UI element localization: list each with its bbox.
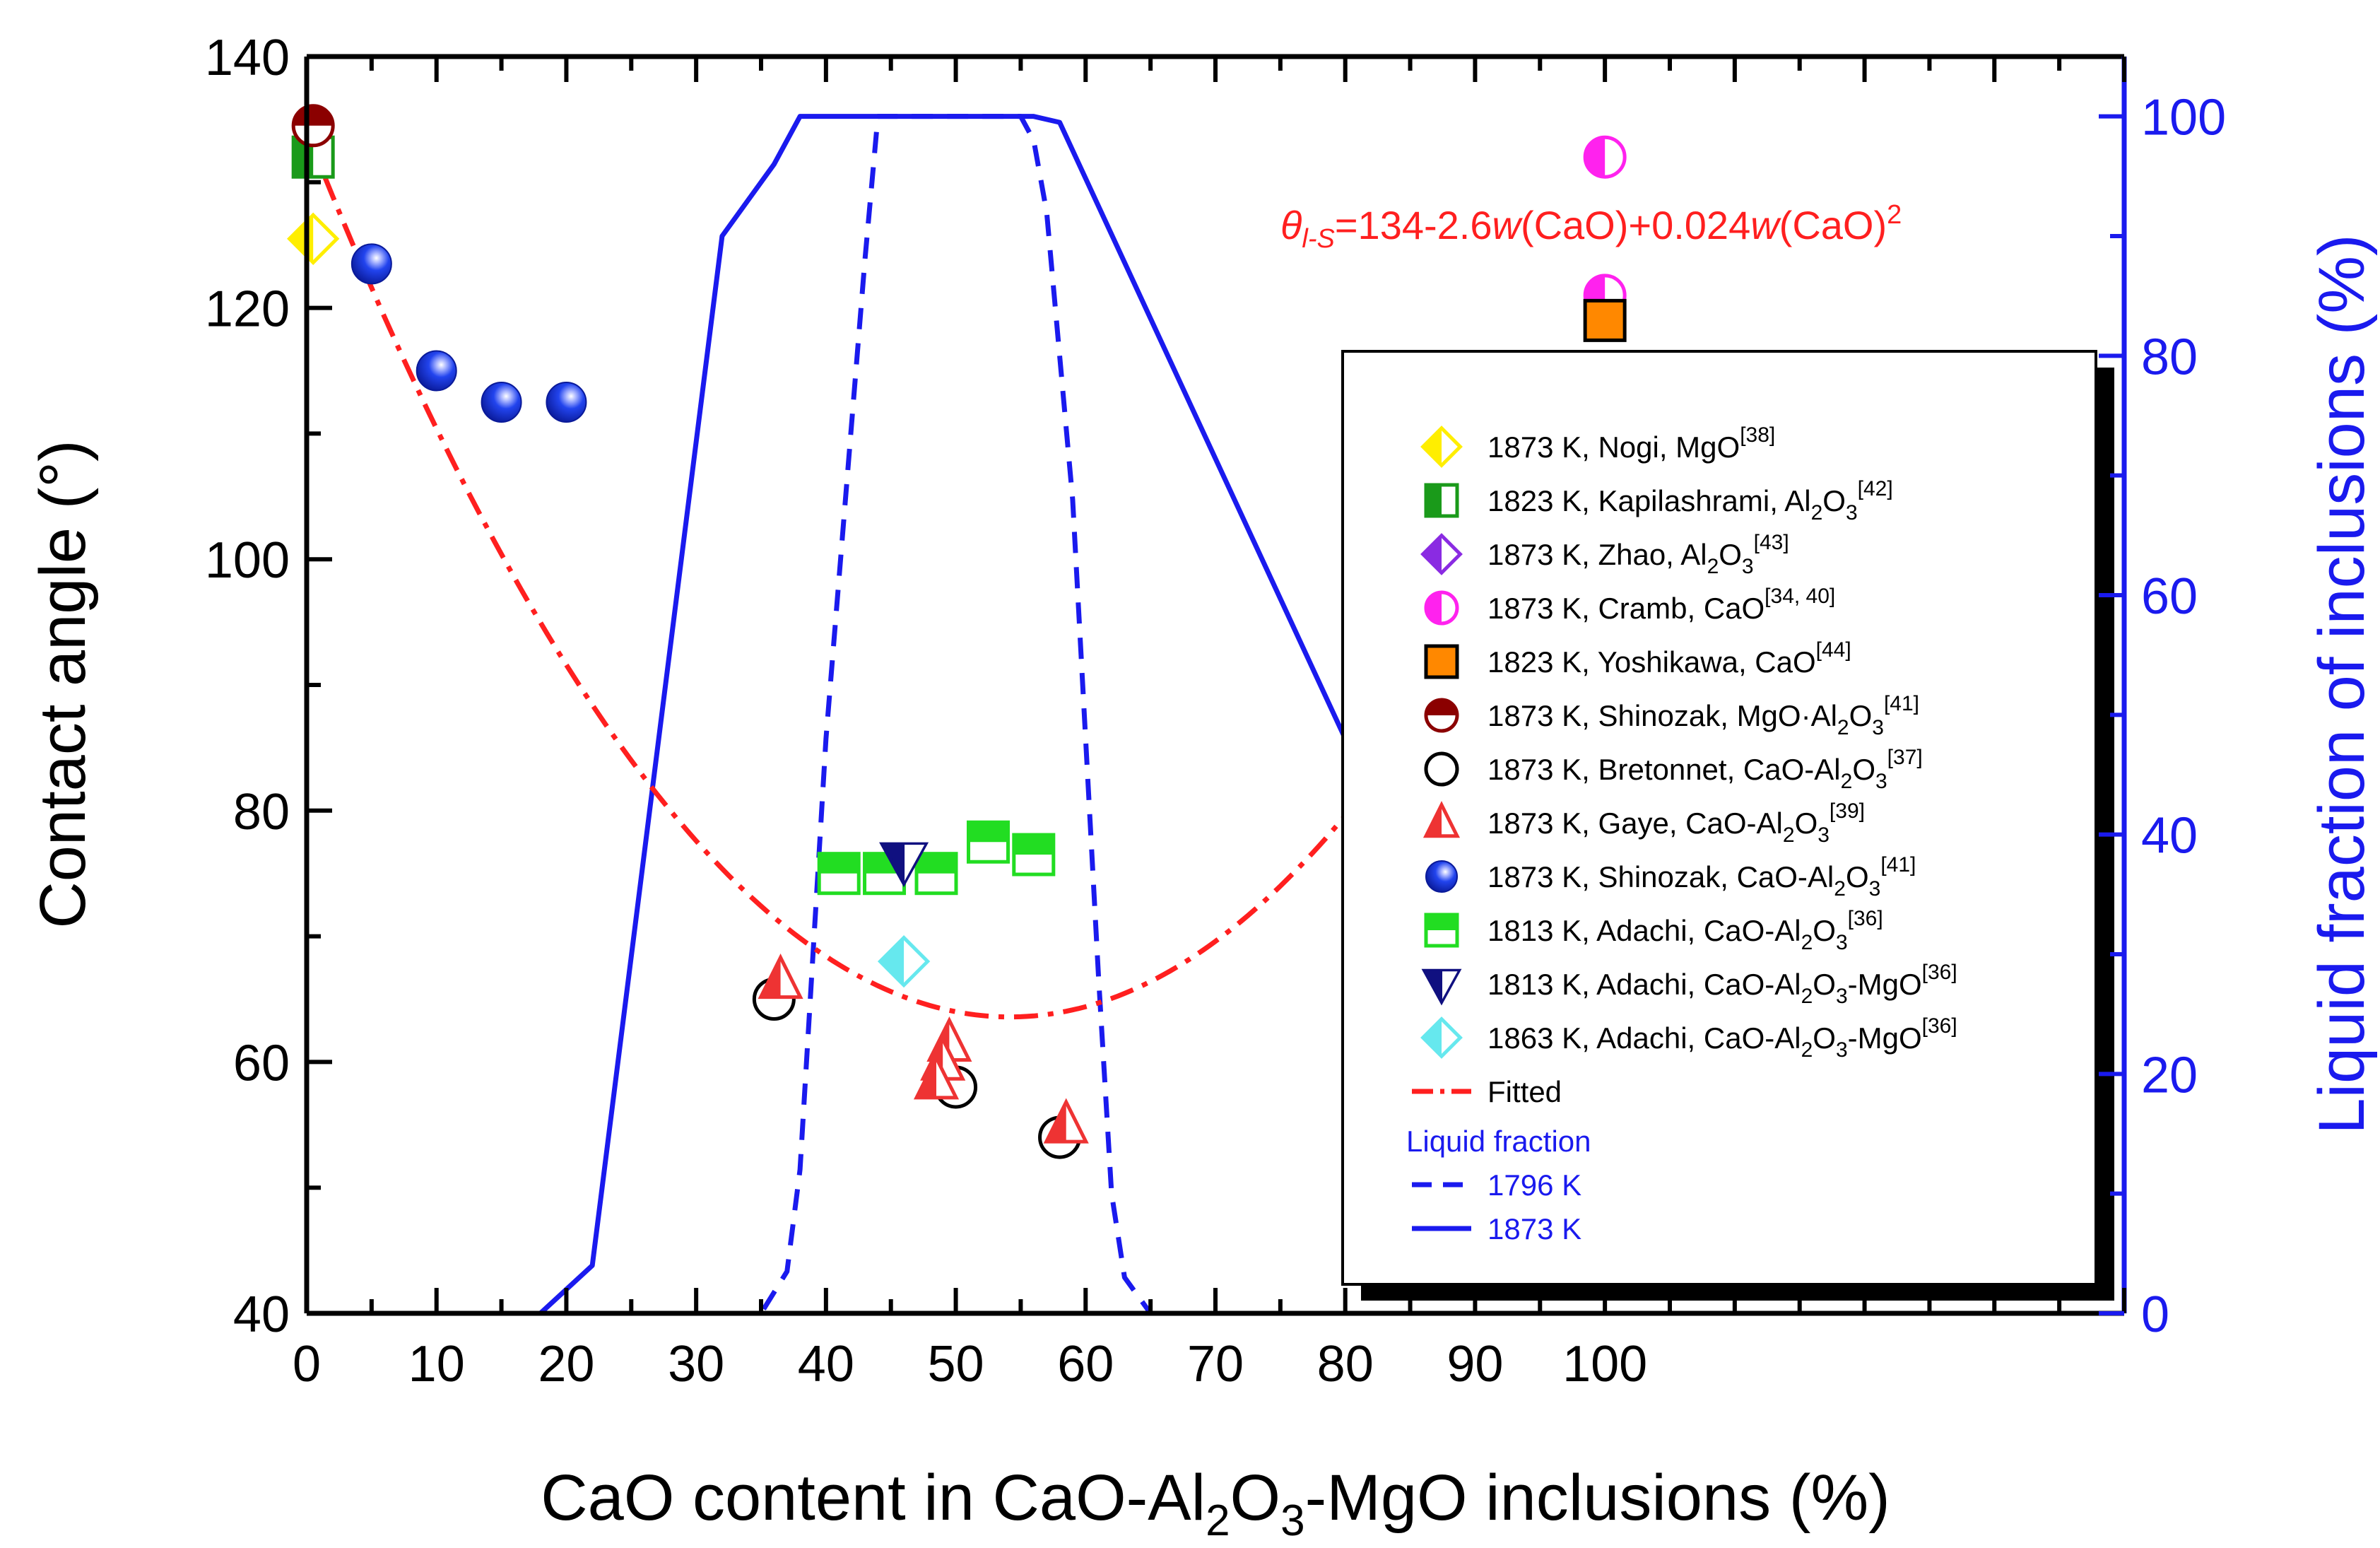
legend-marker-4 [1424,644,1459,679]
legend-marker-5 [1424,698,1459,733]
legend-label-10: 1813 K, Adachi, CaO-Al2O3-MgO[36] [1488,961,1957,1008]
legend-marker-9 [1424,913,1459,948]
y-axis-right-label: Liquid fraction of inclusions (%) [2306,234,2378,1134]
data-point-0-0 [287,212,340,265]
data-point-9-3 [967,820,1010,864]
legend-label-0: 1873 K, Nogi, MgO[38] [1488,423,1775,464]
legend-marker-11 [1420,1016,1463,1059]
legend-label-8: 1873 K, Shinozak, CaO-Al2O3[41] [1488,853,1916,901]
data-point-8-0 [350,243,392,285]
legend-label-9: 1813 K, Adachi, CaO-Al2O3[36] [1488,907,1883,954]
legend-marker-10 [1421,968,1462,1006]
y-left-tick-label: 140 [205,30,290,86]
legend-fitted-label: Fitted [1488,1075,1562,1108]
liquid-fraction-curve-1796k [307,114,2124,1313]
y-right-tick-label: 60 [2141,568,2198,625]
legend-label-1: 1823 K, Kapilashrami, Al2O3[42] [1488,477,1893,524]
y-left-tick-label: 120 [205,281,290,338]
data-points-layer [287,104,1627,1159]
legend-marker-8 [1425,860,1458,893]
fitted-curve [307,131,1608,1020]
legend-label-4: 1823 K, Yoshikawa, CaO[44] [1488,638,1851,679]
x-tick-label: 40 [798,1336,854,1392]
legend-liquid-label-0: 1796 K [1488,1168,1581,1202]
legend-marker-3 [1424,590,1459,626]
data-point-9-0 [817,852,861,896]
legend-label-3: 1873 K, Cramb, CaO[34, 40] [1488,585,1835,625]
y-right-tick-label: 0 [2141,1286,2169,1343]
legend-liquid-title: Liquid fraction [1406,1125,1591,1158]
y-left-tick-label: 40 [233,1286,290,1343]
data-point-10-0 [879,842,929,888]
y-left-tick-label: 100 [205,532,290,589]
legend-marker-0 [1420,426,1463,468]
data-point-7-0 [758,954,803,999]
legend-label-11: 1863 K, Adachi, CaO-Al2O3-MgO[36] [1488,1014,1957,1062]
x-tick-label: 70 [1187,1336,1244,1392]
legend-marker-2 [1420,533,1463,575]
legend-marker-7 [1422,801,1461,838]
legend-label-2: 1873 K, Zhao, Al2O3[43] [1488,531,1789,578]
data-point-9-2 [914,852,958,896]
data-point-9-4 [1012,833,1056,876]
legend-label-7: 1873 K, Gaye, CaO-Al2O3[39] [1488,799,1865,847]
y-left-tick-label: 60 [233,1035,290,1091]
data-point-5-0 [291,104,335,148]
x-tick-label: 80 [1317,1336,1374,1392]
x-tick-label: 100 [1562,1336,1647,1392]
data-point-8-3 [546,381,587,423]
data-point-8-2 [481,381,522,423]
y-axis-left-label: Contact angle (°) [27,440,99,928]
legend-box [1341,350,2097,1286]
y-right-tick-label: 80 [2141,329,2198,385]
liquid-fraction-curve-1873k [307,114,1394,1313]
legend-marker-6 [1424,751,1459,787]
legend-label-6: 1873 K, Bretonnet, CaO-Al2O3[37] [1488,746,1923,793]
data-point-8-1 [416,350,457,392]
fitted-curve-layer [307,131,1608,1020]
x-tick-label: 60 [1057,1336,1114,1392]
x-tick-label: 10 [408,1336,465,1392]
legend: 1873 K, Nogi, MgO[38] 1823 K, Kapilashram… [1341,350,2114,1301]
y-right-tick-label: 100 [2141,90,2226,146]
data-point-3-0 [1583,135,1627,179]
legend-liquid-label-1: 1873 K [1488,1212,1581,1245]
y-right-tick-label: 40 [2141,808,2198,864]
x-tick-label: 50 [928,1336,984,1392]
fit-equation: θl-S=134-2.6w(CaO)+0.024w(CaO)2 [1280,200,1902,254]
data-point-7-3 [913,1054,960,1100]
legend-label-5: 1873 K, Shinozak, MgO·Al2O3[41] [1488,692,1919,739]
legend-marker-1 [1424,483,1459,518]
axes: 0 10 20 30 40 50 60 70 80 90 100 40 60 80 100 120 140 0 20… [205,30,2226,1392]
data-point-7-4 [1043,1098,1089,1144]
data-point-4-0 [1583,298,1627,342]
data-point-11-0 [877,935,931,988]
x-axis-label: CaO content in CaO-Al2O3-MgO inclusions … [541,1462,1890,1545]
y-left-tick-label: 80 [233,784,290,840]
x-tick-label: 20 [538,1336,594,1392]
x-tick-label: 30 [668,1336,724,1392]
y-right-tick-label: 20 [2141,1047,2198,1103]
x-tick-label: 90 [1447,1336,1503,1392]
x-tick-label: 0 [293,1336,321,1392]
